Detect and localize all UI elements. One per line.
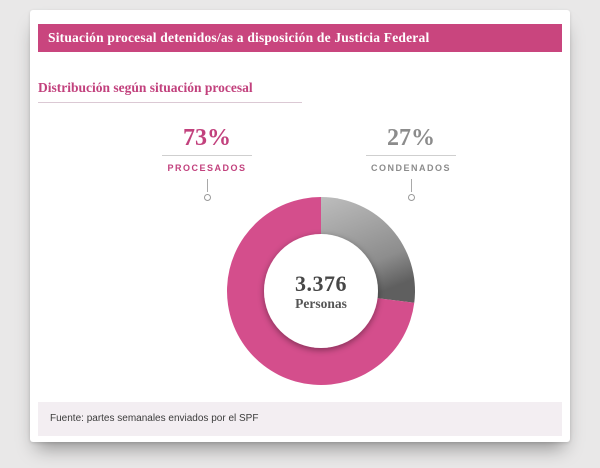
- condenados-label: CONDENADOS: [370, 163, 451, 173]
- title-banner: Situación procesal detenidos/as a dispos…: [38, 24, 562, 52]
- condenados-percent: 27%: [387, 125, 435, 151]
- condenados-connector-line: [411, 179, 412, 192]
- total-persons-label: Personas: [295, 296, 347, 311]
- donut-chart: [227, 197, 416, 385]
- banner-title: Situación procesal detenidos/as a dispos…: [48, 30, 430, 45]
- procesados-underline: [162, 155, 252, 156]
- procesados-label: PROCESADOS: [167, 163, 247, 173]
- infographic-card: Situación procesal detenidos/as a dispos…: [30, 10, 570, 442]
- total-persons-value: 3.376: [295, 271, 347, 296]
- source-text: Fuente: partes semanales enviados por el…: [50, 413, 259, 424]
- source-bar: Fuente: partes semanales enviados por el…: [38, 402, 562, 436]
- procesados-percent: 73%: [183, 125, 231, 151]
- condenados-underline: [366, 155, 456, 156]
- condenados-connector-dot: [408, 194, 415, 201]
- donut-hole: [264, 234, 378, 348]
- legend-condenados: 27% CONDENADOS: [349, 125, 473, 173]
- legend-procesados: 73% PROCESADOS: [145, 125, 269, 173]
- section-title: Distribución según situación procesal: [38, 80, 253, 95]
- donut-center-text: 3.376 Personas: [261, 272, 381, 312]
- section-title-underline: [38, 102, 302, 103]
- procesados-connector-line: [207, 179, 208, 192]
- procesados-connector-dot: [204, 194, 211, 201]
